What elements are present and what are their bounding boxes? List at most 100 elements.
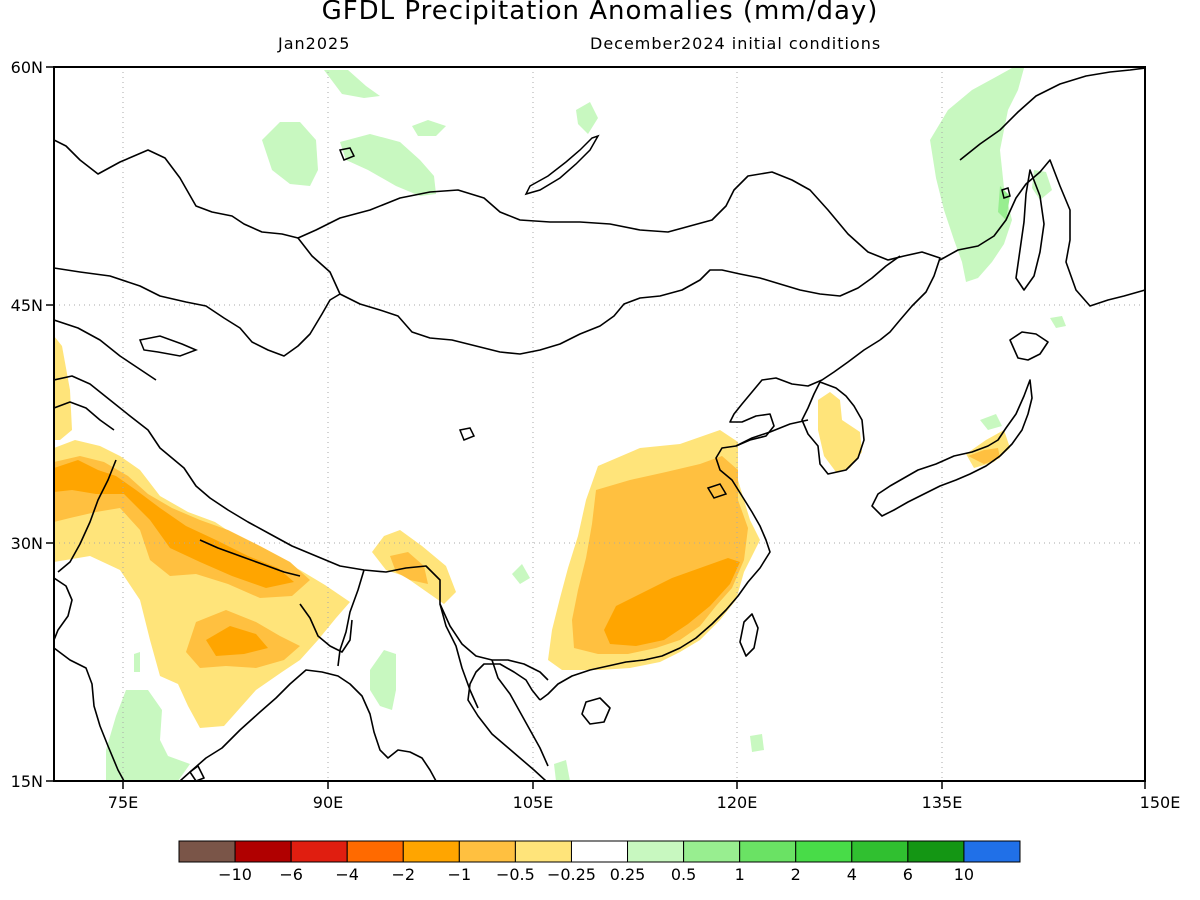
coast-indochina [467,663,547,781]
border-nkorea [735,419,809,447]
border-laos [439,603,479,709]
colorbar-label: −2 [391,865,415,884]
valid-month: Jan2025 [278,34,351,53]
anomaly-core-japan [968,448,1000,464]
lake-balkhash [138,335,199,357]
anomaly-wet2-okhotsk [998,186,1010,220]
colorbar-label: −6 [279,865,303,884]
lon-label-135e: 135E [922,793,963,812]
lon-label-90e: 90E [313,793,343,812]
colorbar-label: 0.25 [610,865,646,884]
coast-japan-honshu [871,379,1033,517]
anomaly-wet-philippines [750,734,764,752]
anomaly-wet-india-south [106,690,190,781]
anomaly-wet-siberia-2 [340,134,436,196]
coast-bengal [179,669,437,781]
anomaly-wet-siberia-1 [262,122,318,186]
colorbar-label: 4 [847,865,857,884]
lat-label-60n: 60N [11,58,43,77]
border-nepal [199,539,301,577]
coast-kamchatka-north [959,67,1145,161]
colorbar-swatch [234,840,292,863]
colorbar-swatch [795,840,853,863]
border-bangladesh [299,603,353,653]
colorbar-swatch [178,840,236,863]
lake-khanka [1001,187,1011,199]
coast-arabian [54,577,73,641]
border-india-pak [57,459,117,573]
coast-korea [801,381,865,475]
border-china-south [54,375,549,681]
border-kazakh [54,267,341,357]
coast-hainan [581,697,611,725]
lat-label-15n: 15N [11,772,43,791]
anomaly-wet-laos [512,564,530,584]
colorbar-swatch [346,840,404,863]
border-vietnam [491,659,549,767]
lake-siberia-1 [338,147,356,161]
anomaly-region-pakistan [54,336,72,440]
colorbar-swatch [570,840,629,863]
map-title: GFDL Precipitation Anomalies (mm/day) [321,0,879,26]
coast-arctic-siberia [54,139,941,341]
colorbar-label: −1 [448,865,472,884]
map-frame [53,66,1146,782]
lake-east-china [706,483,728,499]
anomaly-wet-bengal [370,650,396,710]
coast-taiwan [739,613,759,657]
anomaly-wet-vietnam [554,760,570,781]
lon-label-105e: 105E [513,793,554,812]
lon-ticks [122,781,1146,789]
lakes [138,134,1011,499]
init-conditions: December2024 initial conditions [590,34,882,53]
anomaly-wet-baikal [576,102,598,134]
coastlines [54,67,1145,781]
anomaly-wet-sakhalin [1032,170,1052,200]
coast-okhotsk [939,159,1145,307]
border-china-mongolia [297,237,901,355]
grid [54,67,1145,781]
lat-labels: 60N 45N 30N 15N [11,58,43,791]
colorbar-swatch [683,840,741,863]
lon-label-75e: 75E [108,793,138,812]
colorbar-swatch [963,840,1021,863]
anomaly-wet-siberia-4 [412,120,446,136]
lake-qinghai [458,427,476,441]
coast-sakhalin [1015,169,1045,291]
border-burma [337,569,365,667]
anomaly-max-himalaya [54,460,294,588]
colorbar-swatch [458,840,516,863]
colorbar-swatch [739,840,797,863]
lon-labels: 75E 90E 105E 120E 135E 150E [108,793,1181,812]
anomaly-max-south-china [604,558,740,646]
colorbar-label: 10 [954,865,974,884]
colorbar-swatch [851,840,909,863]
anomaly-wet-hokkaido [1050,316,1066,328]
colorbar-swatch [907,840,965,863]
coast-japan-hokkaido [1009,331,1049,361]
anomaly-wet-india-west [134,652,140,672]
coast-pacific [539,339,881,701]
border-afghan [54,401,115,431]
lon-label-150e: 150E [1140,793,1181,812]
colorbar-swatch [514,840,572,863]
anomaly-wet-okhotsk [930,68,1024,282]
border-kyrgyz [54,319,157,381]
coast-india-west [54,647,125,781]
lake-baikal [524,134,600,196]
anomaly-shading [54,68,1066,781]
colorbar-label: −0.5 [496,865,535,884]
colorbar-swatch [627,840,685,863]
colorbar-label: 1 [735,865,745,884]
anomaly-wet-honshu [980,414,1002,430]
lat-ticks [46,66,54,782]
colorbar-label: −4 [335,865,359,884]
anomaly-max-india [206,626,268,656]
colorbar-swatch [402,840,460,863]
colorbar-label: −0.25 [547,865,596,884]
anomaly-wet-siberia-3 [324,70,380,98]
colorbar-label: 2 [791,865,801,884]
lat-label-30n: 30N [11,534,43,553]
colorbar-swatch [290,840,348,863]
colorbar: −10 −6 −4 −2 −1 −0.5 −0.25 0.25 0.5 1 2 4 6 10 [178,840,1021,884]
